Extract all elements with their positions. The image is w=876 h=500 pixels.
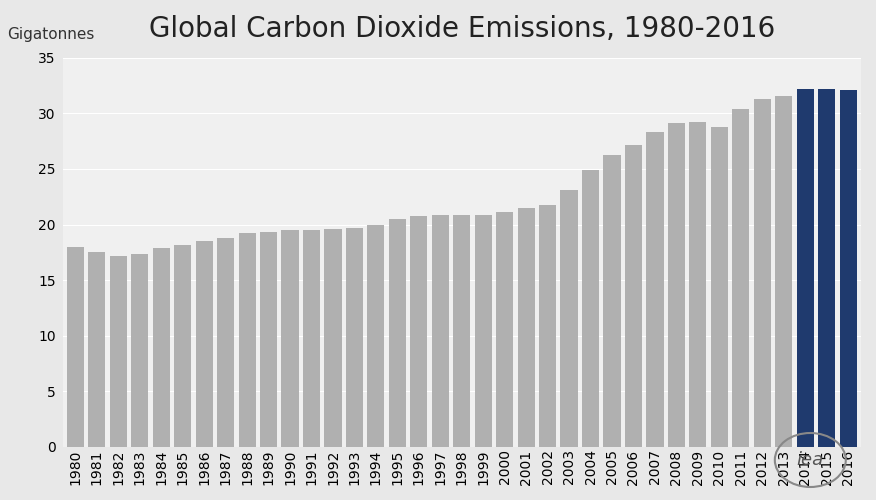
Bar (303, 230, 320, 446)
Text: iea: iea (797, 451, 823, 469)
Text: Gigatonnes: Gigatonnes (7, 28, 94, 42)
Bar (67, 246, 84, 446)
Bar (668, 124, 685, 446)
Bar (518, 208, 534, 446)
Bar (238, 234, 256, 446)
Bar (561, 190, 577, 446)
Bar (818, 89, 835, 447)
Bar (217, 238, 234, 446)
Bar (539, 204, 556, 446)
Bar (732, 109, 749, 446)
Bar (604, 154, 620, 447)
Bar (839, 90, 857, 447)
Bar (152, 248, 170, 446)
Bar (646, 132, 663, 446)
Bar (174, 244, 191, 446)
Bar (753, 99, 771, 447)
Bar (689, 122, 706, 446)
Bar (88, 252, 105, 446)
Bar (625, 144, 642, 447)
Bar (195, 241, 213, 446)
Bar (324, 229, 342, 446)
Title: Global Carbon Dioxide Emissions, 1980-2016: Global Carbon Dioxide Emissions, 1980-20… (149, 15, 775, 43)
Bar (796, 89, 814, 447)
Bar (710, 126, 728, 446)
Bar (453, 214, 470, 446)
Bar (389, 219, 406, 446)
Bar (260, 232, 277, 446)
Bar (131, 254, 148, 446)
Bar (432, 214, 449, 446)
Bar (582, 170, 599, 446)
Bar (281, 230, 299, 446)
Bar (475, 214, 491, 446)
Bar (775, 96, 792, 446)
Bar (410, 216, 427, 446)
Bar (367, 224, 385, 446)
Bar (346, 228, 363, 446)
Bar (110, 256, 127, 446)
Bar (496, 212, 513, 446)
